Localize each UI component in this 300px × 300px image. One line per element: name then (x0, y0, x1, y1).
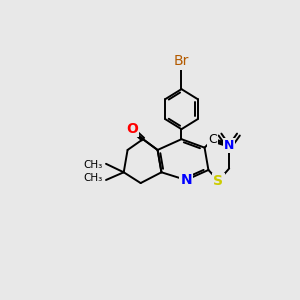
Text: S: S (213, 174, 224, 188)
Text: CH₃: CH₃ (84, 160, 103, 170)
Text: O: O (126, 122, 138, 136)
Text: Br: Br (174, 54, 189, 68)
Text: N: N (180, 173, 192, 187)
Text: C: C (208, 134, 217, 146)
Text: N: N (224, 139, 234, 152)
Text: CH₃: CH₃ (84, 173, 103, 184)
